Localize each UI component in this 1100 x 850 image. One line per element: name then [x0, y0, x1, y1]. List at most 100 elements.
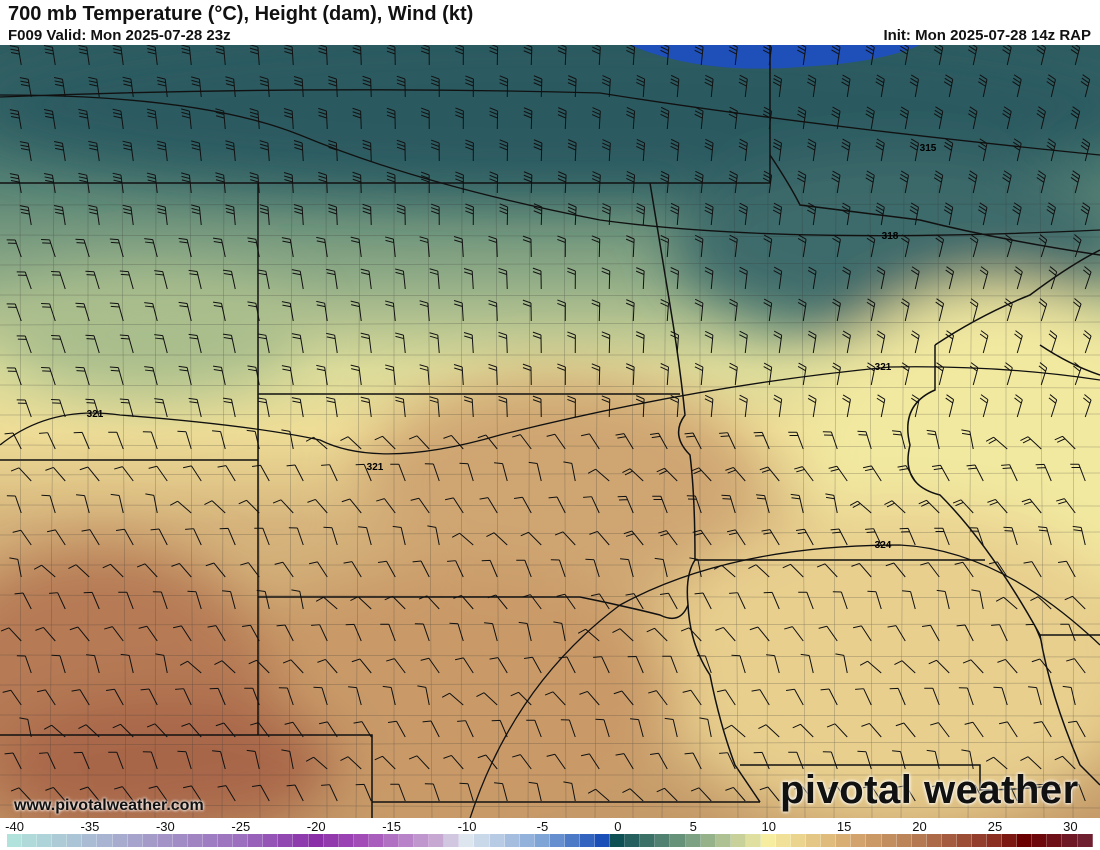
wind-barb: [238, 499, 260, 514]
wind-barb: [78, 172, 90, 194]
wind-barb: [114, 786, 134, 802]
wind-barb: [316, 236, 328, 258]
wind-barb: [352, 107, 362, 130]
wind-barb: [217, 785, 236, 802]
wind-barb: [1046, 138, 1056, 162]
wind-barb: [859, 660, 882, 674]
wind-barb: [899, 527, 916, 546]
colorbar-cell: [610, 834, 626, 847]
weather-map[interactable]: 315 318 321 321 321 324: [0, 45, 1100, 818]
wind-barb: [704, 394, 714, 418]
wind-barb: [884, 500, 906, 514]
colorbar-cell: [1002, 834, 1018, 847]
wind-barb: [73, 431, 90, 450]
wind-barb: [739, 394, 748, 418]
wind-barb: [6, 495, 22, 514]
wind-barb: [589, 530, 610, 546]
wind-barb: [516, 559, 532, 578]
wind-barb: [191, 204, 202, 226]
wind-barb: [930, 722, 950, 738]
colorbar-tick-label: 10: [761, 819, 776, 834]
wind-barb: [281, 749, 294, 770]
colorbar-tick-label: -20: [306, 819, 326, 834]
colorbar-tick-label: 5: [689, 819, 697, 834]
wind-barb: [142, 751, 158, 770]
colorbar-tick-label: 30: [1063, 819, 1078, 834]
colorbar-cell: [172, 834, 188, 847]
wind-barb: [969, 362, 979, 386]
wind-barb: [826, 723, 848, 738]
wind-barb: [112, 108, 124, 130]
wind-barb: [560, 719, 576, 738]
wind-barb: [797, 45, 807, 66]
wind-barb: [557, 45, 567, 66]
wind-barb: [935, 298, 945, 322]
wind-barb: [278, 687, 294, 706]
wind-barb: [453, 300, 464, 322]
wind-barb: [988, 561, 1008, 578]
wind-barb: [39, 752, 56, 770]
wind-barb: [876, 330, 886, 354]
colorbar-cell: [414, 834, 430, 847]
wind-barb: [188, 269, 202, 290]
wind-barb: [583, 496, 600, 514]
wind-barb: [345, 623, 362, 642]
wind-barb: [852, 625, 872, 642]
contour-label-321: 321: [87, 409, 104, 420]
wind-barb: [926, 429, 940, 450]
wind-barb: [911, 394, 920, 418]
wind-barb: [291, 397, 304, 418]
wind-barb: [595, 718, 610, 738]
contour-label-321: 321: [875, 362, 892, 373]
wind-barb: [499, 75, 509, 98]
wind-barb: [420, 107, 430, 130]
wind-barb: [51, 399, 66, 418]
wind-barb: [522, 594, 542, 610]
wind-barb: [386, 171, 396, 194]
wind-barb: [528, 461, 542, 482]
wind-barb: [181, 108, 192, 130]
wind-barb: [78, 724, 100, 738]
wind-barb: [630, 718, 644, 738]
wind-barb: [548, 496, 566, 514]
wind-barb: [773, 394, 783, 418]
colorbar-tick-label: -35: [80, 819, 100, 834]
wind-barb: [247, 365, 260, 386]
wind-barb: [961, 749, 974, 770]
pivotal-weather-logo: pivotal weather: [780, 768, 1079, 812]
wind-barb: [554, 531, 576, 546]
wind-barb: [867, 590, 882, 610]
wind-barb: [156, 204, 168, 226]
wind-barb: [35, 626, 56, 642]
wind-barb: [591, 363, 601, 386]
wind-barb: [997, 658, 1018, 674]
wind-barb: [259, 76, 270, 98]
wind-barb: [689, 557, 702, 578]
wind-barb: [4, 432, 22, 450]
wind-barb: [613, 690, 634, 706]
wind-barb: [419, 236, 430, 258]
wind-barb: [670, 395, 680, 418]
wind-barb: [328, 139, 338, 162]
wind-barb: [773, 266, 783, 290]
wind-barb: [835, 653, 848, 674]
wind-barbs: [0, 45, 1092, 802]
wind-barb: [328, 75, 338, 98]
wind-barb: [580, 433, 600, 450]
wind-barb: [762, 45, 773, 66]
wind-barb: [476, 692, 498, 706]
wind-barb: [557, 363, 566, 386]
wind-barb: [728, 45, 738, 66]
wind-barb: [1046, 202, 1056, 226]
wind-barb: [291, 269, 304, 290]
wind-barb: [51, 271, 66, 290]
wind-barb: [680, 627, 702, 642]
wind-barb: [510, 691, 532, 706]
wind-barb: [522, 363, 532, 386]
wind-barb: [225, 204, 236, 226]
colorbar-cell: [972, 834, 988, 847]
colorbar-cell: [881, 834, 897, 847]
wind-barb: [136, 563, 158, 578]
wind-barb: [244, 687, 260, 706]
colorbar-cell: [866, 834, 882, 847]
